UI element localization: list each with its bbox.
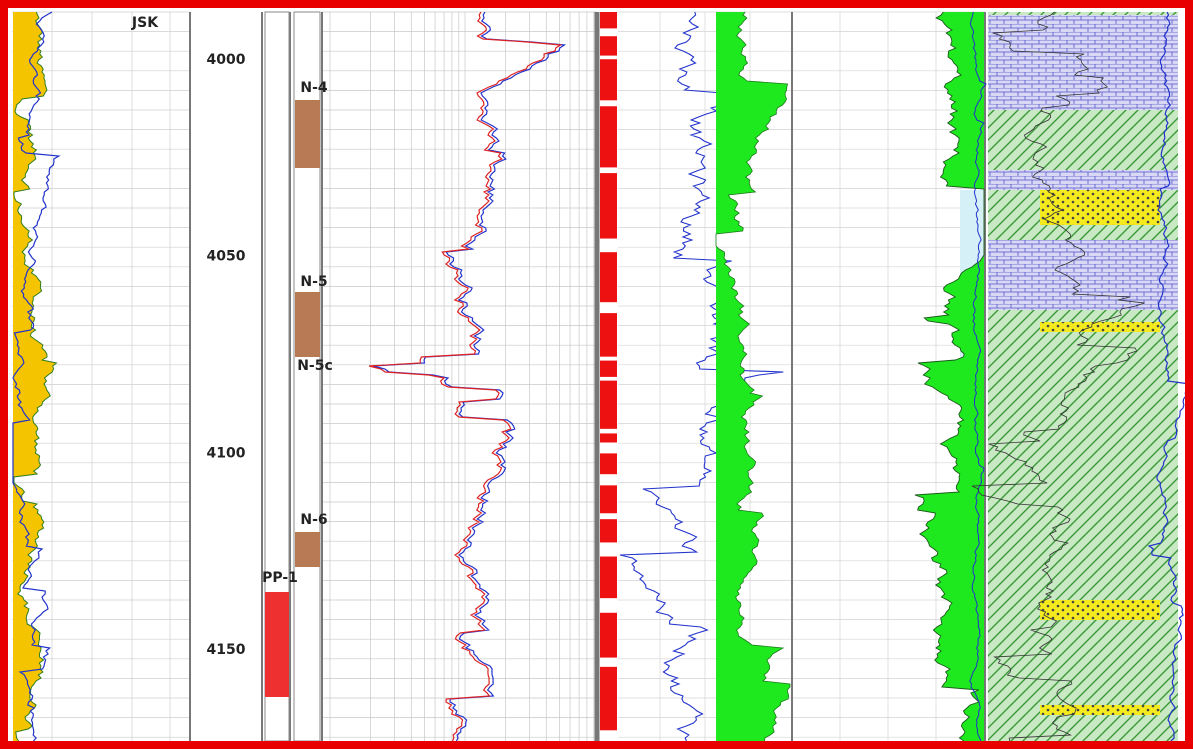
zone-label: N-5c: [297, 358, 333, 374]
flag: [600, 106, 617, 168]
zone-bar: [265, 592, 289, 697]
flag: [600, 556, 617, 599]
zone-label: N-4: [300, 80, 328, 96]
flag: [600, 519, 617, 543]
flag: [600, 313, 617, 357]
zone-label: PP-1: [262, 570, 298, 586]
curve-fill: [13, 12, 57, 741]
zone-label: N-5: [300, 274, 327, 290]
curve: [619, 11, 784, 742]
depth-label: 4100: [207, 445, 246, 461]
lithology: [1040, 705, 1160, 715]
flag: [600, 666, 617, 731]
zone-label: N-6: [300, 512, 327, 528]
flag: [600, 453, 617, 475]
lithology: [988, 15, 1178, 110]
tracks: [12, 11, 1192, 742]
zone-bar: [295, 100, 320, 168]
flag: [600, 380, 617, 429]
flag: [600, 36, 617, 56]
flag: [600, 612, 617, 658]
curve: [12, 11, 61, 742]
curve: [914, 11, 985, 742]
flag: [600, 59, 617, 101]
flag: [600, 12, 617, 29]
flag: [600, 433, 617, 443]
depth-label: 4150: [207, 642, 246, 658]
curve: [971, 11, 1145, 742]
curve: [1147, 11, 1192, 742]
lithology: [988, 170, 1178, 190]
lithology: [1040, 322, 1160, 332]
lithology: [988, 240, 1178, 310]
curve: [372, 11, 567, 742]
zone-bar: [295, 532, 320, 567]
curve: [969, 11, 987, 742]
zone-bar: [295, 292, 320, 357]
curve: [368, 11, 563, 742]
flag: [600, 360, 617, 377]
depth-label: 4050: [207, 249, 246, 265]
curve: [715, 11, 791, 742]
flag: [600, 485, 617, 514]
depth-label: 4000: [207, 52, 246, 68]
lithology: [988, 12, 1178, 741]
flag: [600, 173, 617, 239]
track-title: JSK: [131, 15, 159, 31]
lithology: [1040, 600, 1160, 620]
curve: [13, 11, 58, 742]
flag: [600, 252, 617, 303]
lithology: [1040, 190, 1160, 225]
